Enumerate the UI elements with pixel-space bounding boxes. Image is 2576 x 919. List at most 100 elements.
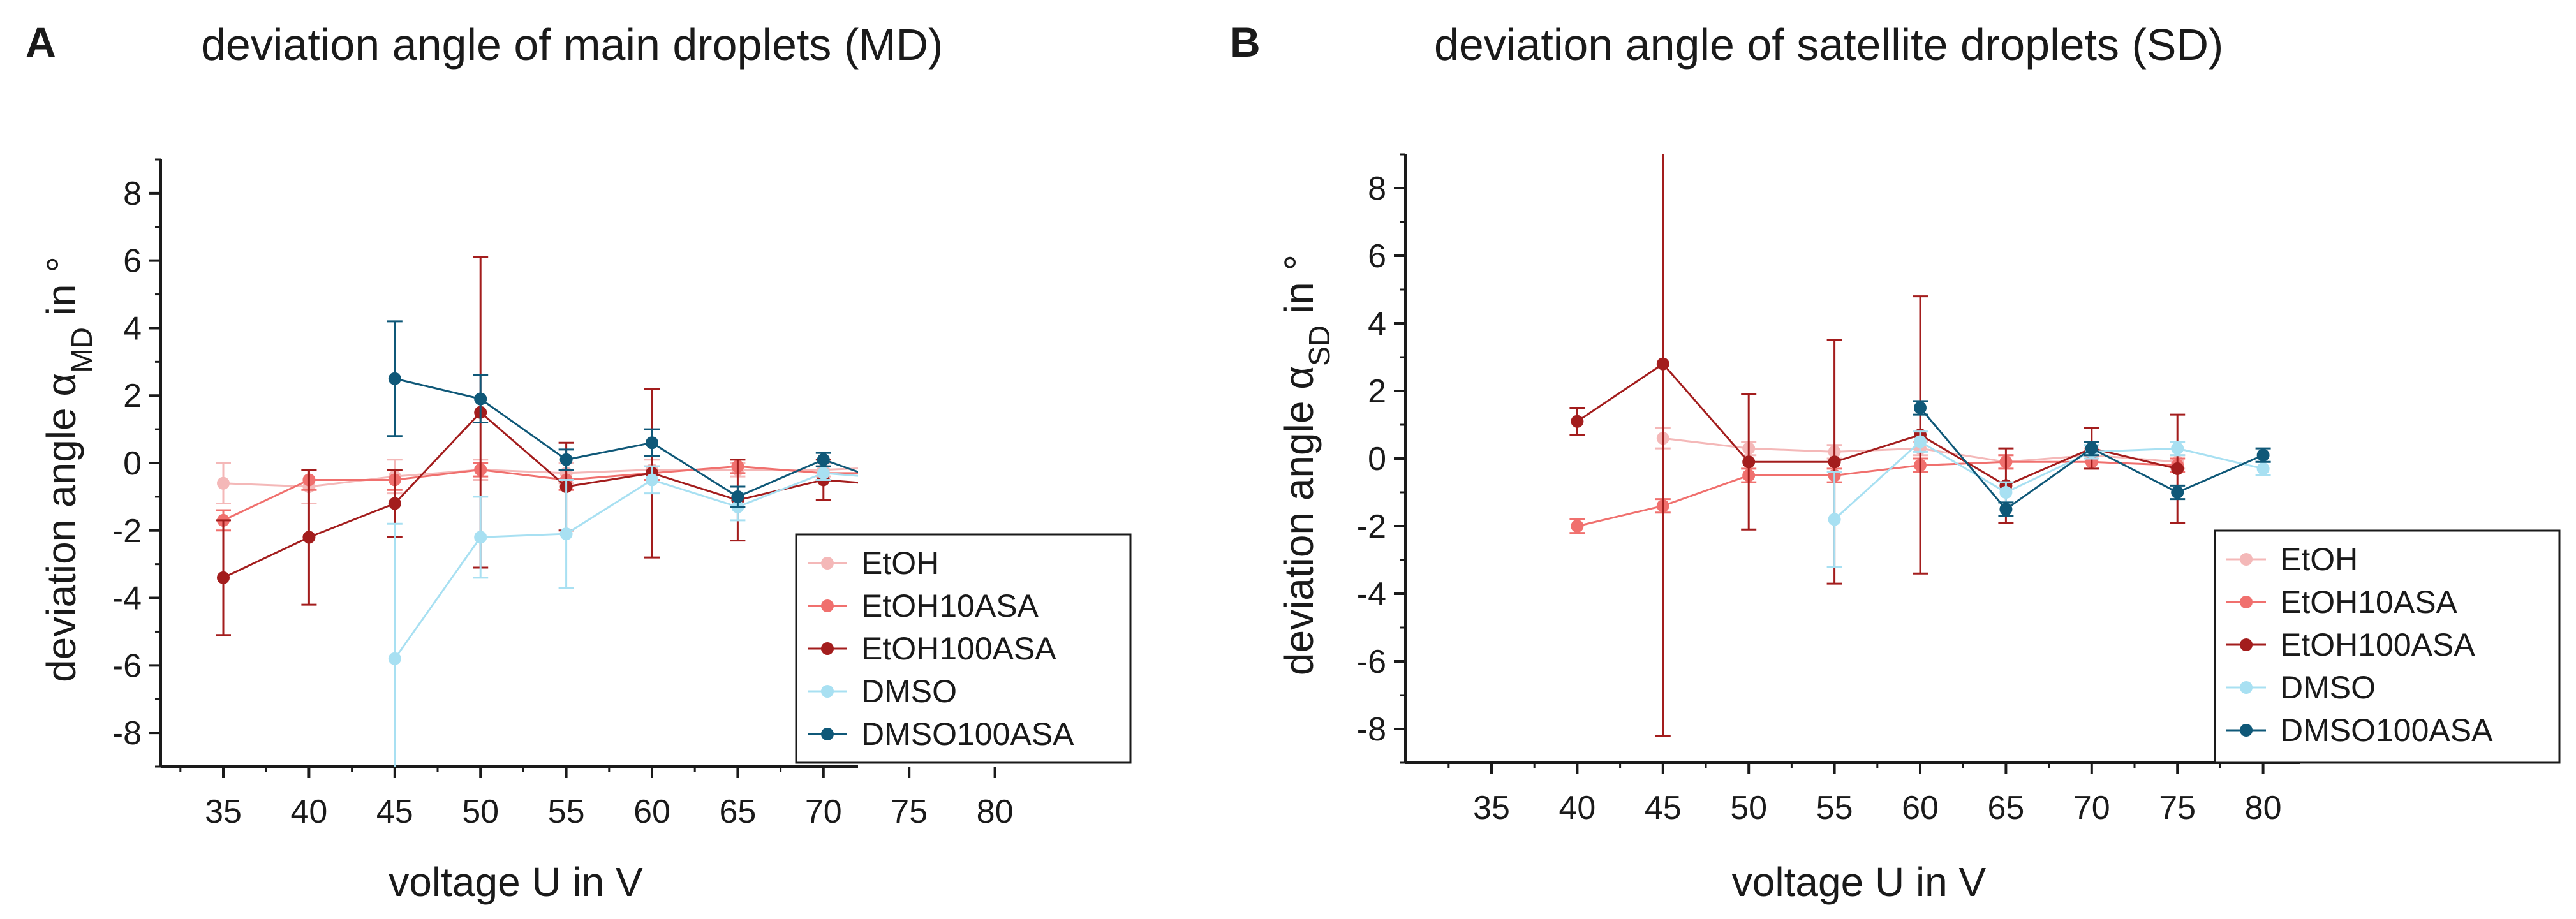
y-axis-label-main: deviation angle xyxy=(38,397,84,682)
y-tick-label: 0 xyxy=(123,445,142,482)
data-point xyxy=(559,527,573,541)
y-tick-label: -8 xyxy=(112,715,142,752)
y-axis-label-subscript: SD xyxy=(1303,325,1336,366)
data-point xyxy=(302,531,316,544)
data-point xyxy=(2256,462,2270,475)
legend-swatch-marker xyxy=(821,557,834,570)
y-tick-label: 4 xyxy=(123,310,142,347)
chart-panel-a: -8 -6 -4 -2 0 2 4 6 8 35 40 45 50 55 60 65 70 75 80 voltage… xyxy=(38,158,1132,905)
data-point xyxy=(989,490,1002,503)
data-point xyxy=(646,436,658,450)
y-tick-label: 0 xyxy=(1368,441,1386,478)
x-tick-label: 70 xyxy=(805,793,842,830)
legend-label: EtOH xyxy=(861,545,939,581)
plot-area xyxy=(1569,154,2271,737)
series-line xyxy=(394,378,858,498)
y-tick-label: -6 xyxy=(1357,643,1386,680)
x-axis-label: voltage U in V xyxy=(389,859,643,905)
x-tick-label: 45 xyxy=(1645,790,1682,827)
legend-label: DMSO xyxy=(861,673,957,709)
data-point xyxy=(559,453,573,466)
y-tick-label: -4 xyxy=(1357,576,1386,613)
legend-swatch-marker xyxy=(2240,553,2253,566)
legend-box xyxy=(2214,529,2561,764)
legend-swatch-marker xyxy=(821,599,834,612)
y-tick-label: 2 xyxy=(1368,373,1386,410)
y-tick-label: -2 xyxy=(112,513,142,550)
y-tick-label: -8 xyxy=(1357,711,1386,748)
y-tick-label: 8 xyxy=(1368,170,1386,207)
x-tick-label: 60 xyxy=(633,793,670,830)
data-point xyxy=(1914,401,1927,415)
y-tick-label: 8 xyxy=(123,175,142,212)
data-point xyxy=(2085,442,2098,455)
x-tick-label: 35 xyxy=(1473,790,1510,827)
legend-label: EtOH10ASA xyxy=(2280,584,2458,620)
series-line xyxy=(394,472,858,659)
legend-label: EtOH100ASA xyxy=(2280,627,2475,663)
legend-swatch-marker xyxy=(821,642,834,655)
series-etoh100asa xyxy=(1569,154,2186,737)
data-point xyxy=(817,453,830,466)
x-tick-label: 65 xyxy=(1987,790,2024,827)
y-axis-label-symbol: α xyxy=(38,373,84,397)
legend-label: EtOH xyxy=(2280,541,2358,577)
y-axis-label-unit: in ° xyxy=(38,256,84,327)
data-point xyxy=(2256,448,2270,462)
data-point xyxy=(1914,435,1927,448)
legend-swatch-marker xyxy=(821,728,834,740)
data-point xyxy=(474,531,487,544)
data-point xyxy=(903,480,915,493)
x-tick-label: 55 xyxy=(548,793,585,830)
legend-swatch-marker xyxy=(2240,596,2253,608)
series-line xyxy=(1833,440,2263,520)
y-tick-label: 2 xyxy=(123,378,142,415)
x-tick-label: 70 xyxy=(2073,790,2110,827)
x-tick-label: 80 xyxy=(2245,790,2282,827)
data-point xyxy=(1656,357,1669,371)
legend-swatch-marker xyxy=(2240,638,2253,651)
data-point xyxy=(903,467,915,480)
x-tick-label: 60 xyxy=(1902,790,1939,827)
x-axis-label: voltage U in V xyxy=(1732,859,1987,905)
panel-a-title: deviation angle of main droplets (MD) xyxy=(201,20,944,70)
data-point xyxy=(1571,415,1584,428)
x-tick-label: 35 xyxy=(205,793,242,830)
data-point xyxy=(1742,455,1756,469)
series-line xyxy=(1576,362,2178,487)
data-point xyxy=(1999,486,2013,499)
x-tick-label: 50 xyxy=(462,793,499,830)
y-tick-label: 6 xyxy=(1368,238,1386,275)
x-tick-label: 65 xyxy=(719,793,756,830)
x-tick-label: 75 xyxy=(2159,790,2196,827)
plot-area xyxy=(216,256,1002,767)
y-axis-label-subscript: MD xyxy=(65,327,98,373)
y-axis-label-symbol: α xyxy=(1276,366,1322,390)
x-tick-label: 40 xyxy=(1558,790,1595,827)
series-dmso100asa xyxy=(1913,400,2271,517)
data-point xyxy=(2171,462,2184,475)
legend-swatch-marker xyxy=(2240,681,2253,694)
data-point xyxy=(1828,455,1841,469)
data-point xyxy=(646,473,658,487)
y-axis-label-unit: in ° xyxy=(1276,254,1322,325)
panel-b-title: deviation angle of satellite droplets (S… xyxy=(1434,20,2224,70)
legend-swatch-marker xyxy=(2240,724,2253,737)
y-axis-label-main: deviation angle xyxy=(1276,390,1322,675)
data-point xyxy=(388,372,401,385)
legend-label: EtOH10ASA xyxy=(861,588,1039,624)
x-tick-label: 40 xyxy=(290,793,327,830)
y-axis-label: deviation angle αMD in ° xyxy=(38,256,98,682)
y-tick-label: -4 xyxy=(112,580,142,617)
legend-label: DMSO100ASA xyxy=(861,716,1074,752)
panel-b-letter: B xyxy=(1230,18,1261,66)
x-tick-label: 75 xyxy=(891,793,928,830)
data-point xyxy=(903,483,915,496)
data-point xyxy=(388,497,401,510)
y-tick-label: 6 xyxy=(123,243,142,280)
panel-a-letter: A xyxy=(26,18,56,66)
data-point xyxy=(1828,513,1841,526)
data-point xyxy=(217,571,230,584)
legend-swatch-marker xyxy=(821,685,834,698)
